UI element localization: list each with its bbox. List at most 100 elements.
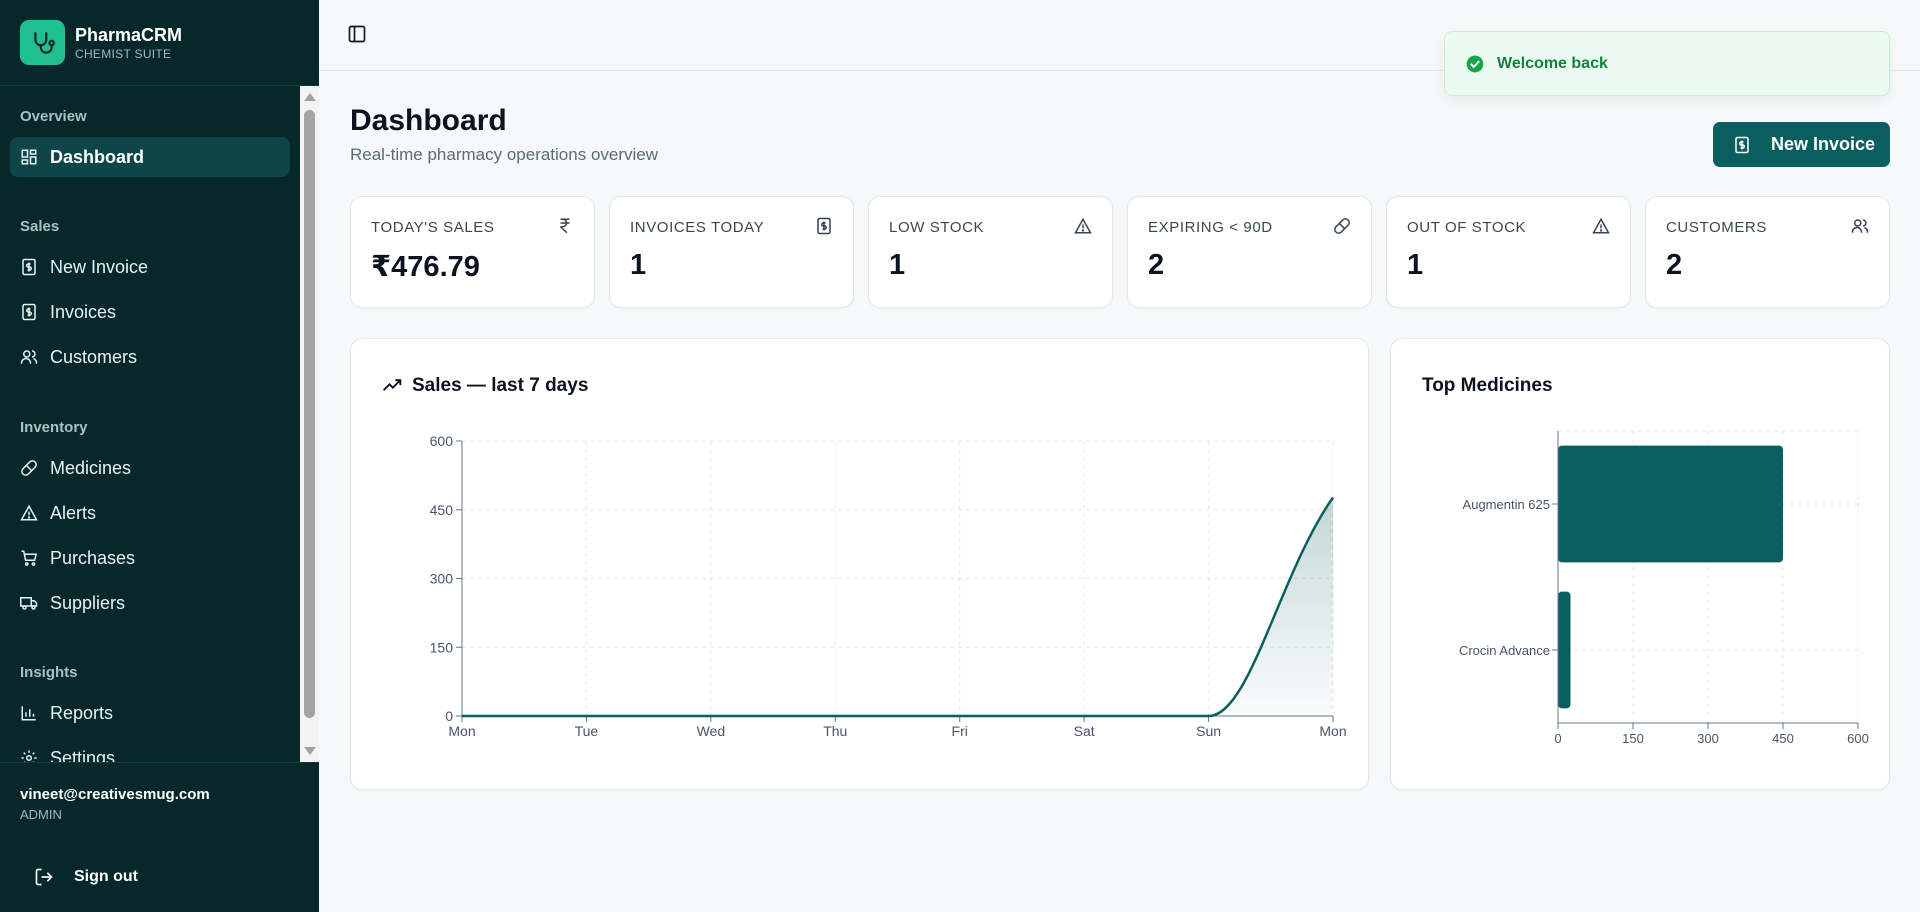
sidebar-nav: Overview Dashboard Sales New Invoice Inv… — [0, 86, 300, 762]
brand[interactable]: PharmaCRM CHEMIST SUITE — [0, 0, 319, 86]
nav-group-inventory: Inventory — [20, 419, 88, 436]
x-tick-label: Thu — [823, 723, 847, 739]
toast-notification: Welcome back — [1444, 31, 1890, 96]
brand-subtitle: CHEMIST SUITE — [75, 46, 172, 61]
sidebar-item-label: Suppliers — [50, 592, 126, 613]
top-medicines-title: Top Medicines — [1422, 375, 1553, 396]
nav-group-sales: Sales — [20, 218, 60, 235]
sidebar-item-new-invoice[interactable]: New Invoice — [10, 247, 290, 287]
x-tick-label: 0 — [1554, 731, 1561, 746]
x-tick-label: 450 — [1772, 731, 1794, 746]
invoice-icon — [815, 217, 833, 240]
stat-value: 2 — [1148, 249, 1165, 281]
pill-icon — [21, 460, 37, 476]
invoice-icon — [22, 303, 36, 321]
scroll-down-icon[interactable] — [304, 747, 316, 755]
top-medicines-panel: Top Medicines 0 150 300 450 600 Augmentin 625… — [1390, 338, 1890, 790]
pill-icon — [1333, 217, 1351, 240]
sales-panel-title: Sales — last 7 days — [382, 375, 588, 397]
stat-card-out-of-stock[interactable]: OUT OF STOCK 1 — [1386, 196, 1631, 308]
stat-value: 2 — [1666, 249, 1683, 281]
scroll-up-icon[interactable] — [304, 93, 316, 101]
x-tick-label: Mon — [448, 723, 475, 739]
bar — [1558, 445, 1783, 563]
y-tick-label: 0 — [445, 708, 453, 724]
sidebar-item-label: Medicines — [50, 457, 132, 478]
sales-panel-title-text: Sales — last 7 days — [412, 375, 589, 396]
stat-value: 1 — [1407, 249, 1424, 281]
users-icon — [20, 350, 38, 364]
sidebar: PharmaCRM CHEMIST SUITE Overview Dashboa… — [0, 0, 319, 912]
sidebar-item-alerts[interactable]: Alerts — [10, 493, 290, 533]
x-tick-label: 150 — [1622, 731, 1644, 746]
stat-value: 1 — [630, 249, 647, 281]
sidebar-item-purchases[interactable]: Purchases — [10, 538, 290, 578]
sales-line-chart: 0 150 300 450 600 Mon Tue Wed Thu Fri Sat Sun Mon — [430, 433, 1347, 739]
sidebar-item-medicines[interactable]: Medicines — [10, 448, 290, 488]
sidebar-item-label: New Invoice — [50, 256, 149, 277]
logout-icon — [35, 868, 53, 886]
x-tick-label: 300 — [1697, 731, 1719, 746]
alert-icon — [1074, 217, 1092, 240]
sidebar-item-label: Settings — [50, 747, 116, 763]
x-tick-label: Tue — [575, 723, 599, 739]
alert-icon — [20, 504, 38, 521]
stat-label: LOW STOCK — [889, 219, 985, 236]
sidebar-item-invoices[interactable]: Invoices — [10, 292, 290, 332]
new-invoice-button[interactable]: New Invoice — [1713, 122, 1890, 167]
sidebar-item-reports[interactable]: Reports — [10, 693, 290, 733]
user-block: vineet@creativesmug.com ADMIN Sign out — [0, 762, 319, 912]
stat-value: ₹476.79 — [371, 251, 480, 283]
y-tick-label: 300 — [430, 571, 454, 587]
stat-card-todays-sales[interactable]: TODAY'S SALES ₹476.79 — [350, 196, 595, 308]
stethoscope-icon — [20, 20, 65, 65]
stat-value: 1 — [889, 249, 906, 281]
x-tick-label: Mon — [1319, 723, 1346, 739]
trending-up-icon — [383, 379, 402, 391]
cart-icon — [21, 550, 38, 566]
sales-area-fill — [462, 497, 1333, 716]
y-tick-label: Augmentin 625 — [1463, 497, 1550, 512]
sidebar-item-customers[interactable]: Customers — [10, 337, 290, 377]
sales-line — [462, 496, 1335, 718]
stat-card-low-stock[interactable]: LOW STOCK 1 — [868, 196, 1113, 308]
stat-card-expiring[interactable]: EXPIRING < 90D 2 — [1127, 196, 1372, 308]
x-tick-label: 600 — [1847, 731, 1869, 746]
stat-label: INVOICES TODAY — [630, 219, 765, 236]
check-circle-icon — [1466, 55, 1484, 72]
sidebar-scrollbar[interactable] — [300, 86, 319, 762]
page-title: Dashboard — [350, 104, 507, 137]
dashboard-icon — [21, 149, 37, 165]
sidebar-item-label: Purchases — [50, 547, 136, 568]
stat-label: EXPIRING < 90D — [1148, 219, 1273, 236]
y-tick-label: 150 — [430, 639, 454, 655]
sidebar-item-label: Alerts — [50, 502, 97, 523]
page-subtitle: Real-time pharmacy operations overview — [350, 145, 659, 164]
alert-icon — [1592, 217, 1610, 240]
users-icon — [1851, 217, 1869, 240]
invoice-icon — [1735, 136, 1749, 153]
y-tick-label: Crocin Advance — [1459, 643, 1550, 658]
stat-card-customers[interactable]: CUSTOMERS 2 — [1645, 196, 1890, 308]
sidebar-item-suppliers[interactable]: Suppliers — [10, 583, 290, 623]
x-tick-label: Sun — [1196, 723, 1221, 739]
sidebar-toggle-icon[interactable] — [347, 24, 371, 48]
invoice-icon — [22, 258, 36, 276]
sidebar-item-settings[interactable]: Settings — [10, 738, 290, 762]
top-medicines-bar-chart: 0 150 300 450 600 Augmentin 625 Crocin Advance — [1459, 430, 1869, 746]
sales-panel: Sales — last 7 days 0 150 300 450 600 Mon Tue W… — [350, 338, 1369, 790]
bar — [1558, 591, 1571, 709]
nav-group-overview: Overview — [20, 108, 87, 125]
brand-name: PharmaCRM — [75, 24, 183, 45]
bar-chart-icon — [21, 706, 36, 721]
gear-icon — [21, 750, 37, 762]
stat-card-invoices-today[interactable]: INVOICES TODAY 1 — [609, 196, 854, 308]
sidebar-item-dashboard[interactable]: Dashboard — [10, 137, 290, 177]
x-tick-label: Wed — [697, 723, 726, 739]
x-tick-label: Sat — [1074, 723, 1095, 739]
rupee-icon — [556, 217, 574, 240]
sidebar-item-label: Customers — [50, 346, 138, 367]
scroll-thumb[interactable] — [304, 110, 315, 718]
sidebar-item-label: Invoices — [50, 301, 117, 322]
sign-out-button[interactable]: Sign out — [20, 859, 280, 895]
